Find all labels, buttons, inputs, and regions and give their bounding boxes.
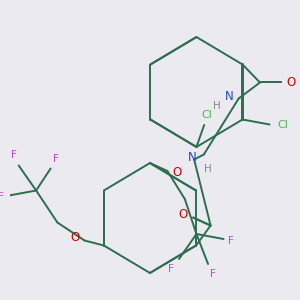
Text: O: O [70,231,80,244]
Text: O: O [286,76,296,89]
Text: F: F [11,151,17,160]
Text: Cl: Cl [278,119,289,130]
Text: H: H [204,164,212,175]
Text: O: O [172,167,182,179]
Text: Cl: Cl [202,110,212,120]
Text: F: F [228,236,234,246]
Text: F: F [0,193,4,202]
Text: N: N [225,90,233,103]
Text: F: F [210,269,216,279]
Text: F: F [52,154,59,164]
Text: H: H [214,101,221,112]
Text: F: F [168,264,174,274]
Text: O: O [179,208,188,221]
Text: N: N [188,151,197,164]
